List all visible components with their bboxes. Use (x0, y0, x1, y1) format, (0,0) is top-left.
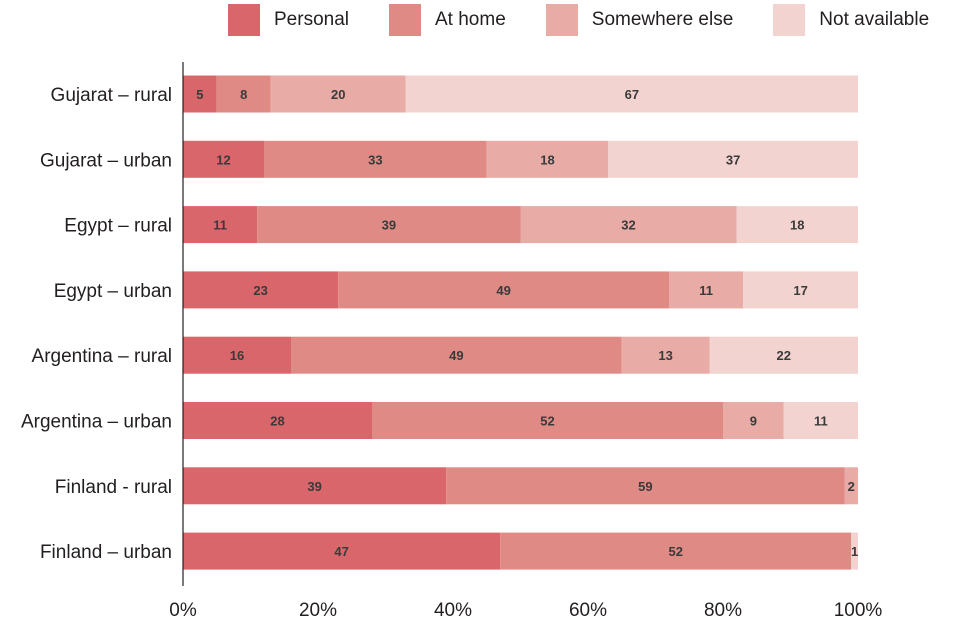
category-label-argentina-rural: Argentina – rural (32, 346, 172, 367)
bar-segment-finland-urban-at-home (500, 532, 852, 570)
data-label-gujarat-urban-somewhere-else: 18 (540, 152, 554, 167)
bar-segment-gujarat-rural-not-available (405, 75, 858, 113)
legend-swatch-not-available (773, 4, 806, 36)
legend-swatch-personal (228, 4, 260, 36)
data-label-argentina-urban-not-available: 11 (814, 414, 828, 429)
bar-segment-finland-rural-somewhere-else (844, 467, 858, 505)
legend-item-somewhere-else: Somewhere else (545, 4, 734, 36)
x-tick-label-5: 100% (834, 600, 883, 621)
category-labels: Gujarat – rural Gujarat – urban Egypt – ru… (21, 85, 172, 563)
x-tick-label-2: 40% (434, 600, 472, 621)
data-label-finland-rural-personal: 39 (307, 479, 321, 494)
bar-segment-argentina-urban-at-home (372, 402, 723, 439)
bar-segment-gujarat-rural-personal (183, 75, 217, 113)
bar-segment-gujarat-rural-at-home (216, 75, 271, 113)
bar-segment-argentina-rural-at-home (291, 336, 622, 374)
bar-segment-finland-rural-personal (183, 467, 447, 505)
data-label-egypt-urban-personal: 23 (253, 283, 267, 298)
data-label-finland-rural-at-home: 59 (638, 479, 652, 494)
legend-label-personal: Personal (274, 9, 349, 30)
data-label-egypt-urban-at-home: 49 (496, 283, 510, 298)
data-label-finland-urban-not-available: 1 (851, 544, 858, 559)
category-label-egypt-urban: Egypt – urban (54, 281, 172, 302)
legend-label-not-available: Not available (819, 9, 930, 30)
data-label-egypt-urban-somewhere-else: 11 (699, 283, 713, 298)
data-label-gujarat-urban-at-home: 33 (368, 152, 382, 167)
legend-item-not-available: Not available (773, 4, 929, 36)
data-label-finland-urban-personal: 47 (334, 544, 348, 559)
data-label-egypt-rural-personal: 11 (213, 218, 227, 233)
legend: Personal At home Somewhere else Not avai… (228, 4, 929, 36)
data-label-gujarat-rural-at-home: 8 (240, 87, 247, 102)
x-tick-label-0: 0% (169, 600, 197, 621)
category-label-gujarat-urban: Gujarat – urban (40, 150, 172, 171)
data-label-gujarat-urban-personal: 12 (216, 152, 230, 167)
bar-segment-egypt-rural-at-home (257, 206, 521, 244)
data-label-finland-rural-somewhere-else: 2 (848, 479, 855, 494)
bar-segment-egypt-rural-personal (183, 206, 258, 244)
bar-segment-gujarat-urban-personal (183, 140, 264, 178)
legend-label-at-home: At home (435, 9, 506, 30)
x-tick-label-3: 60% (569, 600, 607, 621)
bar-segment-gujarat-rural-somewhere-else (270, 75, 406, 113)
category-label-finland-rural: Finland - rural (55, 477, 172, 498)
bar-segment-egypt-urban-at-home (338, 271, 669, 309)
data-label-argentina-urban-somewhere-else: 9 (750, 414, 757, 429)
bar-segment-gujarat-urban-not-available (608, 140, 858, 178)
bar-segment-finland-rural-at-home (446, 467, 845, 505)
data-label-argentina-rural-personal: 16 (230, 348, 244, 363)
x-tick-label-1: 20% (299, 600, 337, 621)
data-label-argentina-urban-at-home: 52 (540, 414, 554, 429)
data-label-finland-urban-at-home: 52 (669, 544, 683, 559)
legend-swatch-at-home (389, 4, 421, 36)
data-label-argentina-rural-somewhere-else: 13 (658, 348, 672, 363)
data-label-gujarat-rural-somewhere-else: 20 (331, 87, 345, 102)
bar-segment-gujarat-urban-at-home (264, 140, 487, 178)
bar-segment-finland-urban-personal (183, 532, 501, 570)
bar-segment-argentina-urban-not-available (783, 402, 858, 439)
bar-segment-argentina-urban-somewhere-else (723, 402, 784, 439)
bar-segment-egypt-urban-not-available (743, 271, 858, 309)
bar-segment-gujarat-urban-somewhere-else (486, 140, 609, 178)
data-label-argentina-urban-personal: 28 (270, 414, 284, 429)
data-label-gujarat-rural-personal: 5 (196, 87, 203, 102)
bar-segment-egypt-urban-somewhere-else (669, 271, 744, 309)
legend-swatch-somewhere-else (545, 4, 578, 36)
data-label-egypt-rural-somewhere-else: 32 (621, 218, 635, 233)
legend-item-personal: Personal (228, 4, 349, 36)
x-axis-tick-labels: 0% 20% 40% 60% 80% 100% (169, 600, 882, 621)
category-label-argentina-urban: Argentina – urban (21, 412, 172, 433)
bar-segment-egypt-rural-somewhere-else (520, 206, 737, 244)
bar-segment-argentina-rural-personal (183, 336, 291, 374)
bar-segment-egypt-urban-personal (183, 271, 339, 309)
bar-segment-finland-urban-not-available (851, 532, 858, 570)
category-label-gujarat-rural: Gujarat – rural (51, 85, 172, 106)
data-label-gujarat-urban-not-available: 37 (726, 152, 740, 167)
x-tick-label-4: 80% (704, 600, 742, 621)
bar-segment-argentina-urban-personal (183, 402, 372, 439)
category-label-egypt-rural: Egypt – rural (64, 216, 172, 237)
legend-item-at-home: At home (389, 4, 506, 36)
data-label-argentina-rural-not-available: 22 (777, 348, 791, 363)
data-label-egypt-rural-at-home: 39 (382, 218, 396, 233)
legend-label-somewhere-else: Somewhere else (591, 9, 734, 30)
data-label-egypt-rural-not-available: 18 (790, 218, 804, 233)
data-label-gujarat-rural-not-available: 67 (625, 87, 639, 102)
bar-segment-egypt-rural-not-available (736, 206, 858, 244)
data-label-argentina-rural-at-home: 49 (449, 348, 463, 363)
bar-segment-argentina-rural-somewhere-else (621, 336, 710, 374)
data-label-egypt-urban-not-available: 17 (793, 283, 807, 298)
category-label-finland-urban: Finland – urban (40, 542, 172, 563)
bar-segment-argentina-rural-not-available (709, 336, 858, 374)
